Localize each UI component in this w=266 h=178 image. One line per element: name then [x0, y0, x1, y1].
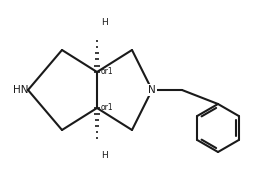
Text: or1: or1: [101, 67, 114, 77]
Text: HN: HN: [13, 85, 28, 95]
Text: H: H: [101, 151, 108, 160]
Text: or1: or1: [101, 103, 114, 112]
Text: H: H: [101, 18, 108, 27]
Text: N: N: [148, 85, 156, 95]
